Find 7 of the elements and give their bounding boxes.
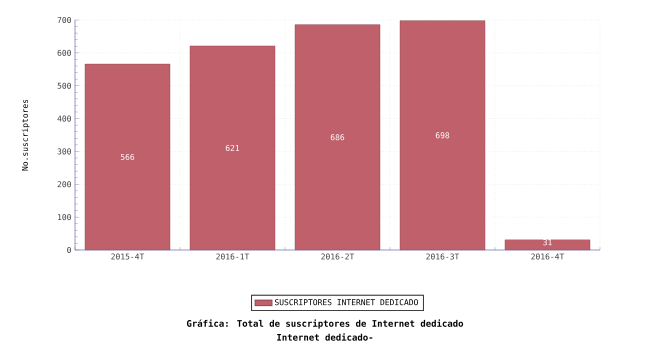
text: Gráfica: Total de suscriptores de Internet dedicado (186, 319, 464, 329)
bar (400, 20, 486, 250)
bar (190, 46, 276, 250)
bar (294, 24, 380, 250)
bar (84, 64, 170, 250)
text: Internet dedicado- (277, 333, 372, 341)
bar (504, 240, 590, 250)
